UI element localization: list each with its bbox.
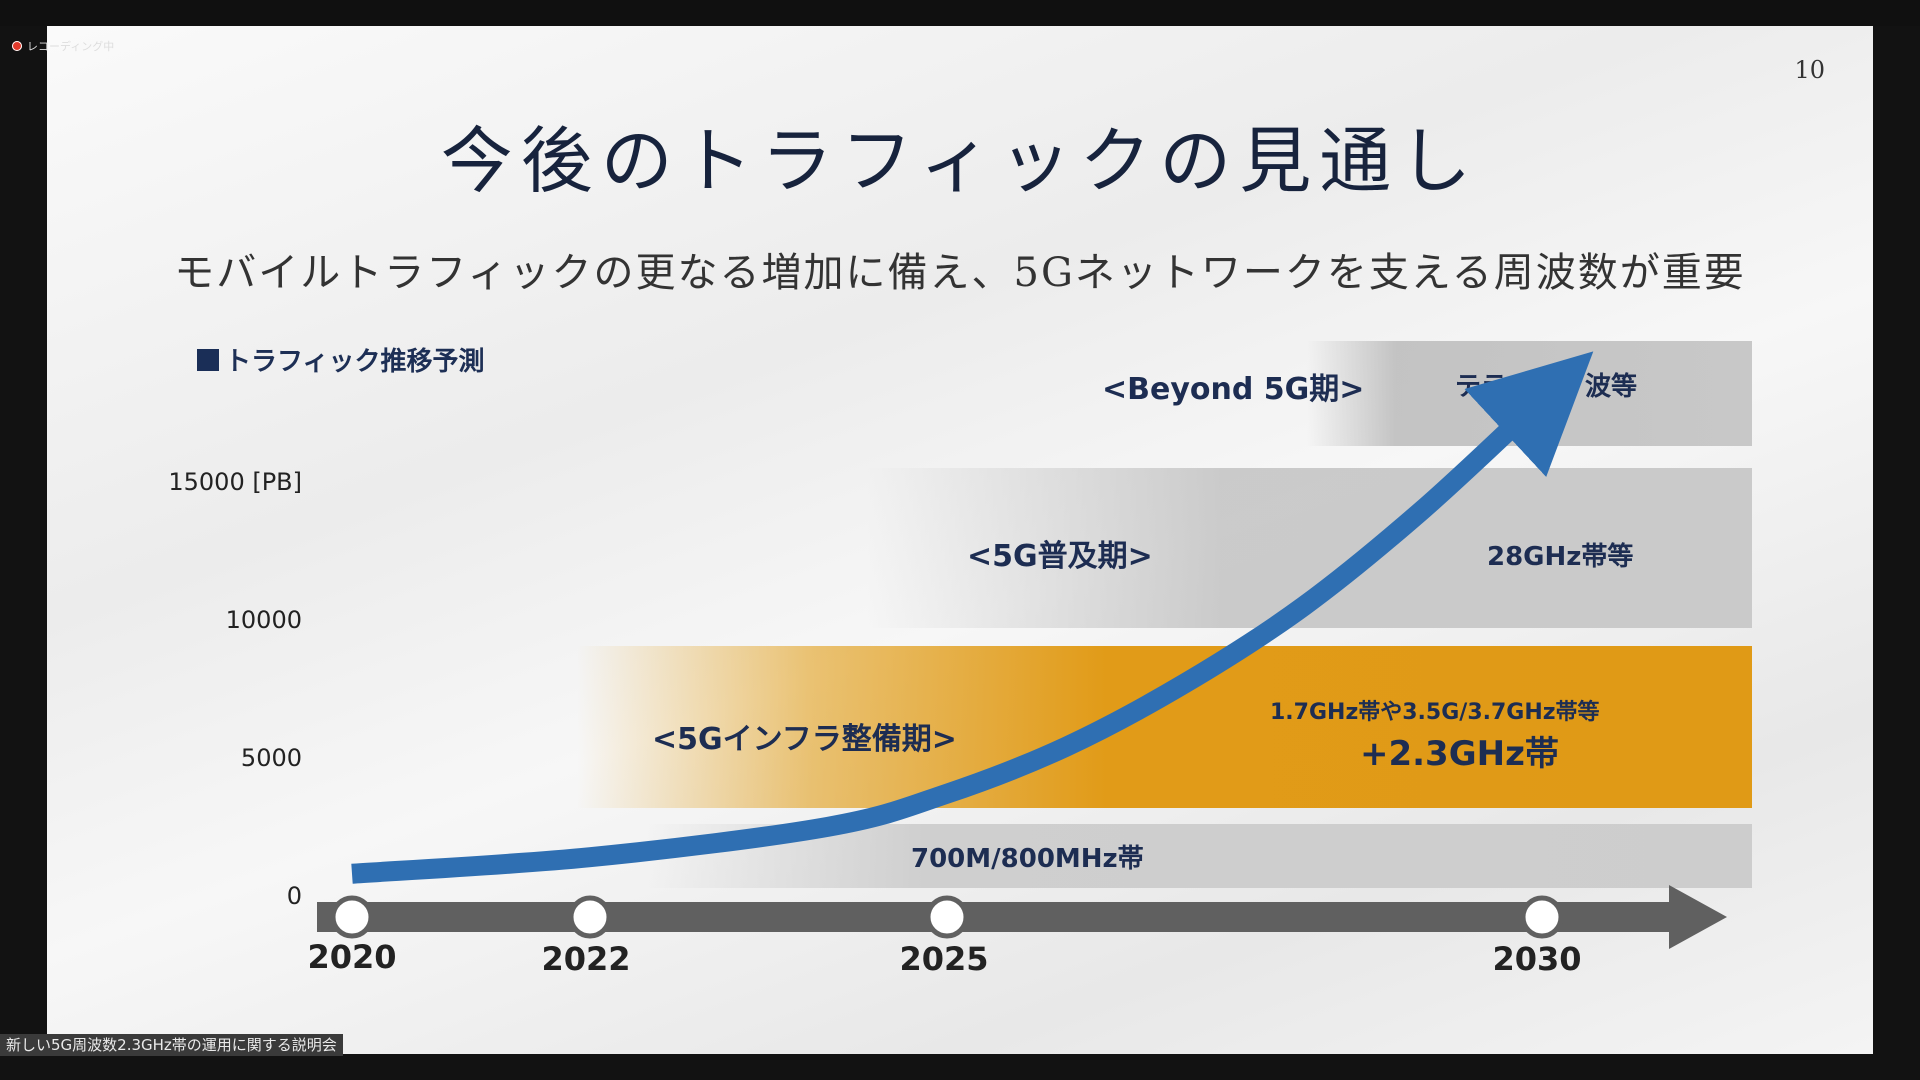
legend-label: トラフィック推移予測 xyxy=(225,347,485,377)
timeline-bar xyxy=(317,902,1677,932)
video-caption: 新しい5G周波数2.3GHz帯の運用に関する説明会 xyxy=(0,1034,343,1056)
y-tick-label: 5000 xyxy=(240,744,302,772)
band-label-28ghz: 28GHz帯等 xyxy=(1487,542,1634,572)
timeline-marker xyxy=(1520,895,1564,939)
y-tick-label: 15000 [PB] xyxy=(168,468,302,496)
timeline-marker xyxy=(568,895,612,939)
timeline-arrowhead-icon xyxy=(1669,885,1727,949)
band-label-1-7ghz: 1.7GHz帯や3.5G/3.7GHz帯等 xyxy=(1270,700,1600,725)
record-icon xyxy=(12,41,22,51)
page-number: 10 xyxy=(1794,56,1825,84)
window-top-bar xyxy=(0,0,1920,26)
x-tick-label: 2022 xyxy=(541,940,631,978)
x-tick-label: 2020 xyxy=(307,938,397,976)
x-tick-label: 2030 xyxy=(1492,940,1582,978)
band-label-2-3ghz: +2.3GHz帯 xyxy=(1360,734,1559,774)
timeline-marker xyxy=(330,895,374,939)
legend-square-icon xyxy=(197,348,219,371)
band-label-beyond-5g: <Beyond 5G期> xyxy=(1102,372,1365,407)
band-5g-infra xyxy=(577,646,1752,808)
slide-subtitle: モバイルトラフィックの更なる増加に備え、5Gネットワークを支える周波数が重要 xyxy=(174,250,1746,296)
timeline-marker xyxy=(925,895,969,939)
traffic-growth-arrow xyxy=(351,351,1594,884)
recording-label: レコーディング中 xyxy=(27,40,115,53)
band-label-5g-infra: <5Gインフラ整備期> xyxy=(652,722,957,757)
y-tick-label: 0 xyxy=(286,882,302,910)
slide-title: 今後のトラフィックの見通し xyxy=(440,119,1480,203)
chart-legend: トラフィック推移予測 xyxy=(197,341,484,378)
band-label-5g-fukyu: <5G普及期> xyxy=(967,539,1153,574)
traffic-chart-svg xyxy=(317,351,1727,949)
x-tick-label: 2025 xyxy=(899,940,989,978)
band-label-700mhz: 700M/800MHz帯 xyxy=(911,844,1144,874)
recording-indicator: レコーディング中 xyxy=(12,38,114,54)
y-tick-label: 10000 xyxy=(225,606,302,634)
presentation-slide: 10 今後のトラフィックの見通し モバイルトラフィックの更なる増加に備え、5Gネ… xyxy=(47,26,1873,1054)
